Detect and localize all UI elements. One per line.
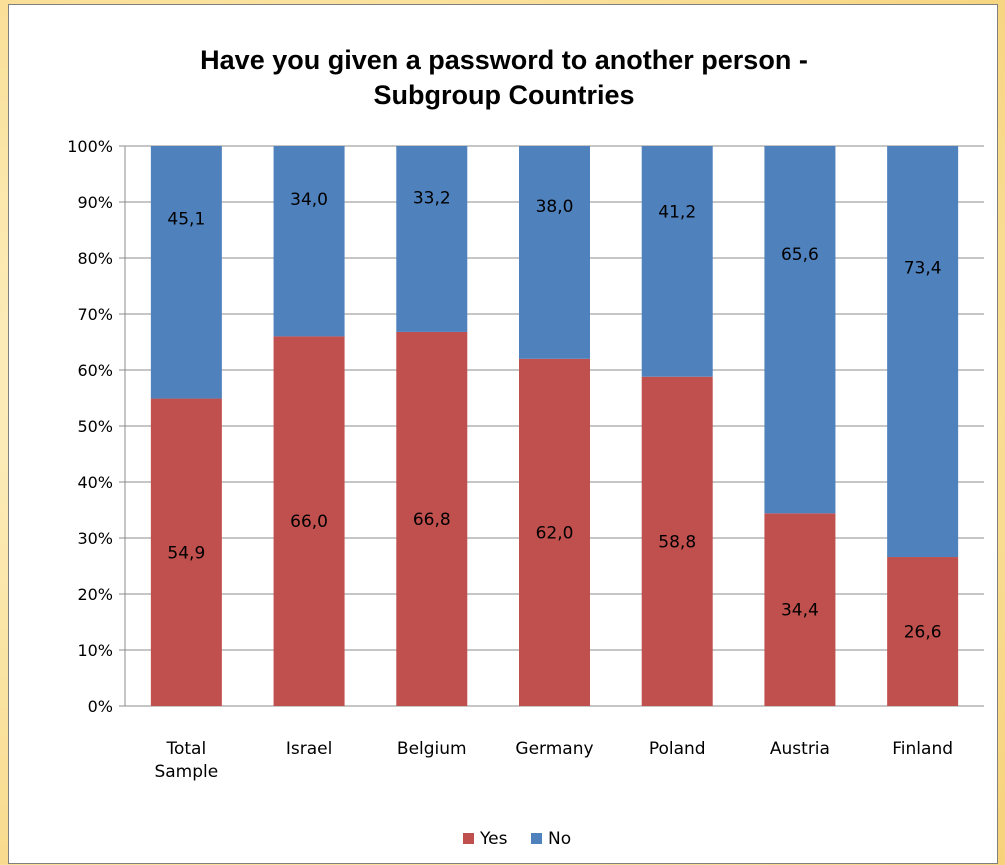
data-label-yes: 62,0: [536, 523, 574, 543]
y-tick-label: 100%: [67, 137, 113, 156]
chart-frame: Have you given a password to another per…: [8, 4, 998, 864]
bar-yes-4: [641, 376, 713, 706]
y-tick-label: 10%: [77, 641, 113, 660]
category-label: Belgium: [397, 739, 467, 759]
chart-title-line: Have you given a password to another per…: [200, 45, 808, 75]
data-label-no: 34,0: [290, 190, 328, 210]
data-label-no: 73,4: [904, 258, 942, 278]
x-axis: Total Sample Israel Belgium Germany Poland Aus…: [154, 739, 953, 782]
y-tick-label: 30%: [77, 529, 113, 548]
bars: 54,9 45,1 66,0 34,0 66,8 33,2 62,0 38,0 58,8 41,2…: [150, 146, 959, 706]
legend-swatch-yes: [463, 833, 474, 844]
data-label-yes: 54,9: [167, 543, 205, 563]
category-label: Austria: [770, 739, 830, 759]
y-tick-label: 20%: [77, 585, 113, 604]
bar-yes-3: [519, 358, 590, 706]
y-tick-label: 80%: [77, 249, 113, 268]
data-label-yes: 26,6: [904, 623, 942, 643]
category-label: Germany: [515, 739, 593, 759]
data-label-no: 33,2: [413, 189, 451, 209]
y-tick-label: 60%: [77, 361, 113, 380]
bar-yes-1: [273, 336, 345, 706]
bar-no-4: [641, 146, 713, 377]
chart: Have you given a password to another per…: [67, 45, 984, 849]
chart-title: Have you given a password to another per…: [200, 45, 808, 110]
bar-no-5: [764, 146, 836, 514]
category-label: Poland: [649, 739, 706, 759]
data-label-no: 41,2: [658, 203, 696, 223]
category-label: Israel: [286, 739, 332, 759]
y-tick-label: 40%: [77, 473, 113, 492]
y-tick-label: 70%: [77, 305, 113, 324]
legend-swatch-no: [531, 833, 542, 844]
data-label-no: 45,1: [167, 209, 205, 229]
category-label: Sample: [154, 762, 218, 782]
chart-title-line: Subgroup Countries: [374, 80, 635, 110]
data-label-yes: 66,0: [290, 512, 328, 532]
data-label-no: 65,6: [781, 245, 819, 265]
y-tick-label: 90%: [77, 193, 113, 212]
data-label-no: 38,0: [536, 197, 574, 217]
bar-yes-5: [764, 513, 836, 706]
y-axis: 0% 10% 20% 30% 40% 50% 60% 70% 80% 90% 100%: [67, 137, 126, 716]
bar-yes-2: [396, 331, 468, 706]
legend-label-yes: Yes: [479, 829, 508, 849]
data-label-yes: 66,8: [413, 510, 451, 530]
y-tick-label: 0%: [88, 697, 113, 716]
data-label-yes: 58,8: [658, 532, 696, 552]
legend: Yes No: [463, 829, 571, 849]
bar-no-6: [887, 146, 959, 558]
bar-no-0: [150, 146, 222, 399]
bar-no-3: [519, 146, 590, 359]
bar-no-2: [396, 146, 468, 332]
bar-yes-6: [887, 557, 959, 706]
category-label: Finland: [892, 739, 953, 759]
legend-label-no: No: [548, 829, 571, 849]
data-label-yes: 34,4: [781, 601, 819, 621]
bar-no-1: [273, 146, 345, 337]
y-tick-label: 50%: [77, 417, 113, 436]
category-label: Total: [166, 739, 207, 759]
bar-yes-0: [150, 398, 222, 706]
